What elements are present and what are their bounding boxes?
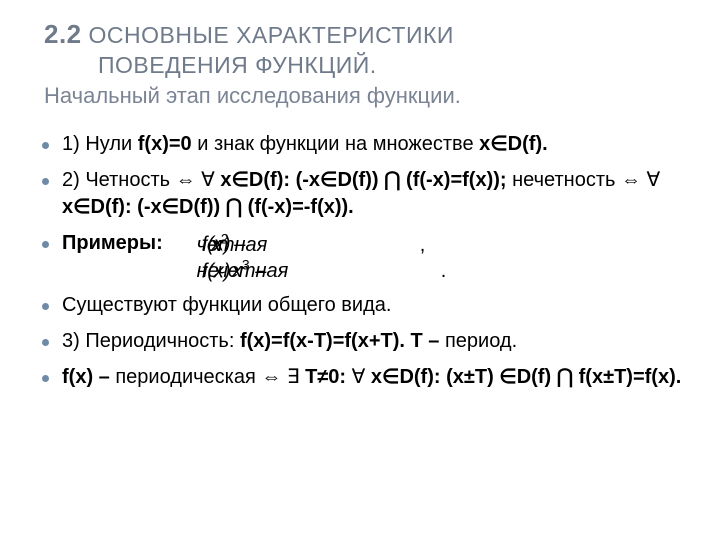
subtitle-text: Начальный этап исследования функции.	[44, 83, 461, 108]
text-segment: f(x) –	[62, 366, 115, 388]
text-segment: 2) Четность ⇔ ∀	[62, 169, 220, 191]
text-segment: периодическая ⇔ ∃	[115, 366, 305, 388]
formula-row: f(x)четная x2 –,	[202, 230, 447, 257]
title-line-2: ПОВЕДЕНИЯ ФУНКЦИЙ.	[44, 51, 676, 80]
subtitle: Начальный этап исследования функции.	[44, 81, 676, 111]
slide: 2.2 ОСНОВНЫЕ ХАРАКТЕРИСТИКИ ПОВЕДЕНИЯ ФУ…	[0, 0, 720, 540]
formula-row: f(x)нечетная x3 –.	[202, 257, 447, 284]
text-segment: x∈D(f): (-x∈D(f)) ⋂ (f(-x)=-f(x)).	[62, 196, 354, 218]
bullet-item: 1) Нули f(x)=0 и знак функции на множест…	[28, 131, 692, 158]
text-segment: x∈D(f): (-x∈D(f)) ⋂ (f(-x)=f(x));	[220, 169, 506, 191]
slide-body: 1) Нули f(x)=0 и знак функции на множест…	[0, 117, 720, 391]
text-segment: Существуют функции общего вида.	[62, 294, 391, 316]
text-segment: ∀	[352, 366, 371, 388]
bullet-item: f(x) – периодическая ⇔ ∃ T≠0: ∀ x∈D(f): …	[28, 364, 692, 391]
title-main-2: ПОВЕДЕНИЯ ФУНКЦИЙ.	[98, 52, 377, 78]
bullet-item: 3) Периодичность: f(x)=f(x-T)=f(x+T). T …	[28, 328, 692, 355]
bullet-list: 1) Нули f(x)=0 и знак функции на множест…	[28, 131, 692, 391]
text-segment: f(x)=f(x-T)=f(x+T). T –	[240, 330, 445, 352]
title-main-1: ОСНОВНЫЕ ХАРАКТЕРИСТИКИ	[82, 22, 454, 48]
text-segment: x∈D(f).	[479, 133, 548, 155]
text-segment: нечетность ⇔ ∀	[507, 169, 661, 191]
text-segment: и знак функции на множестве	[192, 133, 479, 155]
text-segment: T≠0:	[305, 366, 352, 388]
bullet-item: Существуют функции общего вида.	[28, 292, 692, 319]
title-number: 2.2	[44, 19, 82, 49]
text-segment: x∈D(f): (x±T) ∈D(f) ⋂ f(x±T)=f(x).	[371, 366, 681, 388]
spacer	[163, 232, 202, 254]
text-segment: f(x)=0	[138, 133, 192, 155]
text-segment: 1) Нули	[62, 133, 138, 155]
bullet-item: 2) Четность ⇔ ∀ x∈D(f): (-x∈D(f)) ⋂ (f(-…	[28, 167, 692, 221]
title-block: 2.2 ОСНОВНЫЕ ХАРАКТЕРИСТИКИ ПОВЕДЕНИЯ ФУ…	[0, 0, 720, 117]
text-segment: период.	[445, 330, 517, 352]
title-line-1: 2.2 ОСНОВНЫЕ ХАРАКТЕРИСТИКИ	[44, 18, 676, 51]
text-segment: 3) Периодичность:	[62, 330, 240, 352]
bullet-item: Примеры: f(x)четная x2 –,f(x)нечетная x3…	[28, 230, 692, 283]
examples-label: Примеры:	[62, 232, 163, 254]
formula-stack: f(x)четная x2 –,f(x)нечетная x3 –.	[202, 230, 447, 283]
